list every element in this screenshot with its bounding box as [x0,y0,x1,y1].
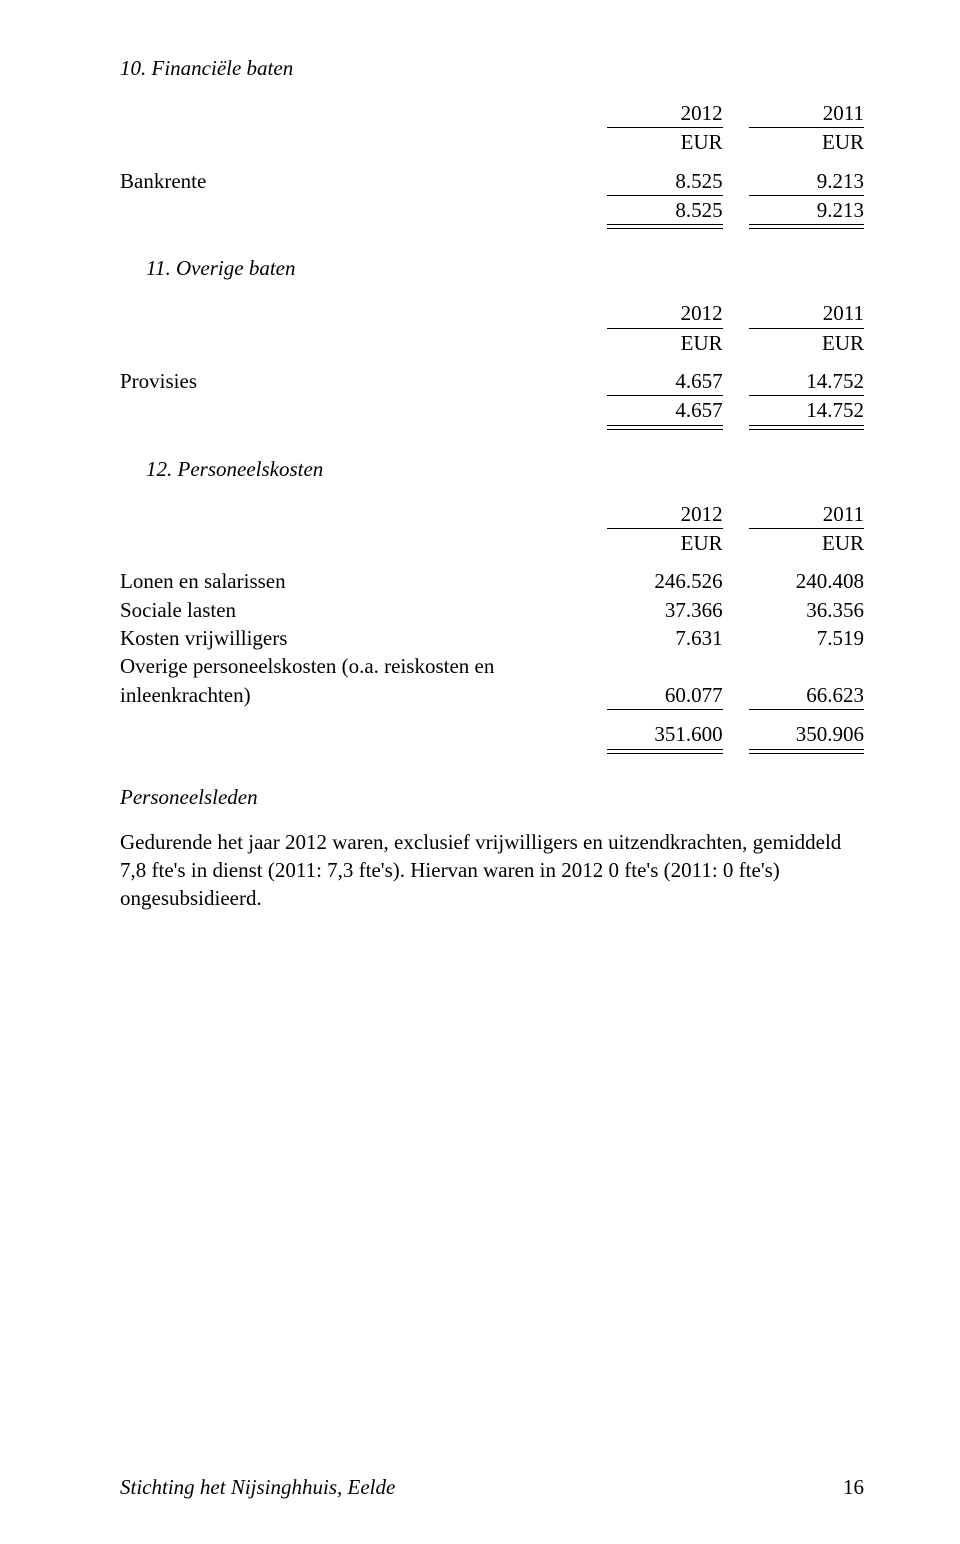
footer: Stichting het Nijsinghhuis, Eelde 16 [120,1475,864,1500]
page-number: 16 [843,1475,864,1500]
currency-header: EUR [723,529,864,557]
year-header: 2011 [723,99,864,127]
table-row: Kosten vrijwilligers 7.631 7.519 [120,624,864,652]
year-header: 2011 [723,500,864,528]
personnel-heading: Personeelsleden [120,785,864,810]
table-row: Provisies 4.657 14.752 [120,367,864,395]
total-row: 4.657 14.752 [120,396,864,424]
table-section-11: 2012 2011 EUR EUR Provisies 4.657 14.752… [120,299,864,428]
year-header: 2012 [581,299,722,327]
currency-header: EUR [723,329,864,357]
currency-header: EUR [581,329,722,357]
total-row: 8.525 9.213 [120,196,864,224]
section-12-title: 12. Personeelskosten [146,457,864,482]
total-row: 351.600 350.906 [120,720,864,748]
section-10-title: 10. Financiële baten [120,56,864,81]
footer-left: Stichting het Nijsinghhuis, Eelde [120,1475,395,1500]
year-header: 2012 [581,99,722,127]
year-header: 2011 [723,299,864,327]
personnel-paragraph: Gedurende het jaar 2012 waren, exclusief… [120,828,864,913]
year-header: 2012 [581,500,722,528]
currency-header: EUR [581,128,722,156]
currency-header: EUR [581,529,722,557]
currency-header: EUR [723,128,864,156]
table-row: Sociale lasten 37.366 36.356 [120,596,864,624]
table-section-10: 2012 2011 EUR EUR Bankrente 8.525 9.213 … [120,99,864,228]
table-section-12: 2012 2011 EUR EUR Lonen en salarissen 24… [120,500,864,753]
table-row: Overige personeelskosten (o.a. reiskoste… [120,652,864,709]
section-11-title: 11. Overige baten [146,256,864,281]
table-row: Lonen en salarissen 246.526 240.408 [120,567,864,595]
table-row: Bankrente 8.525 9.213 [120,167,864,195]
